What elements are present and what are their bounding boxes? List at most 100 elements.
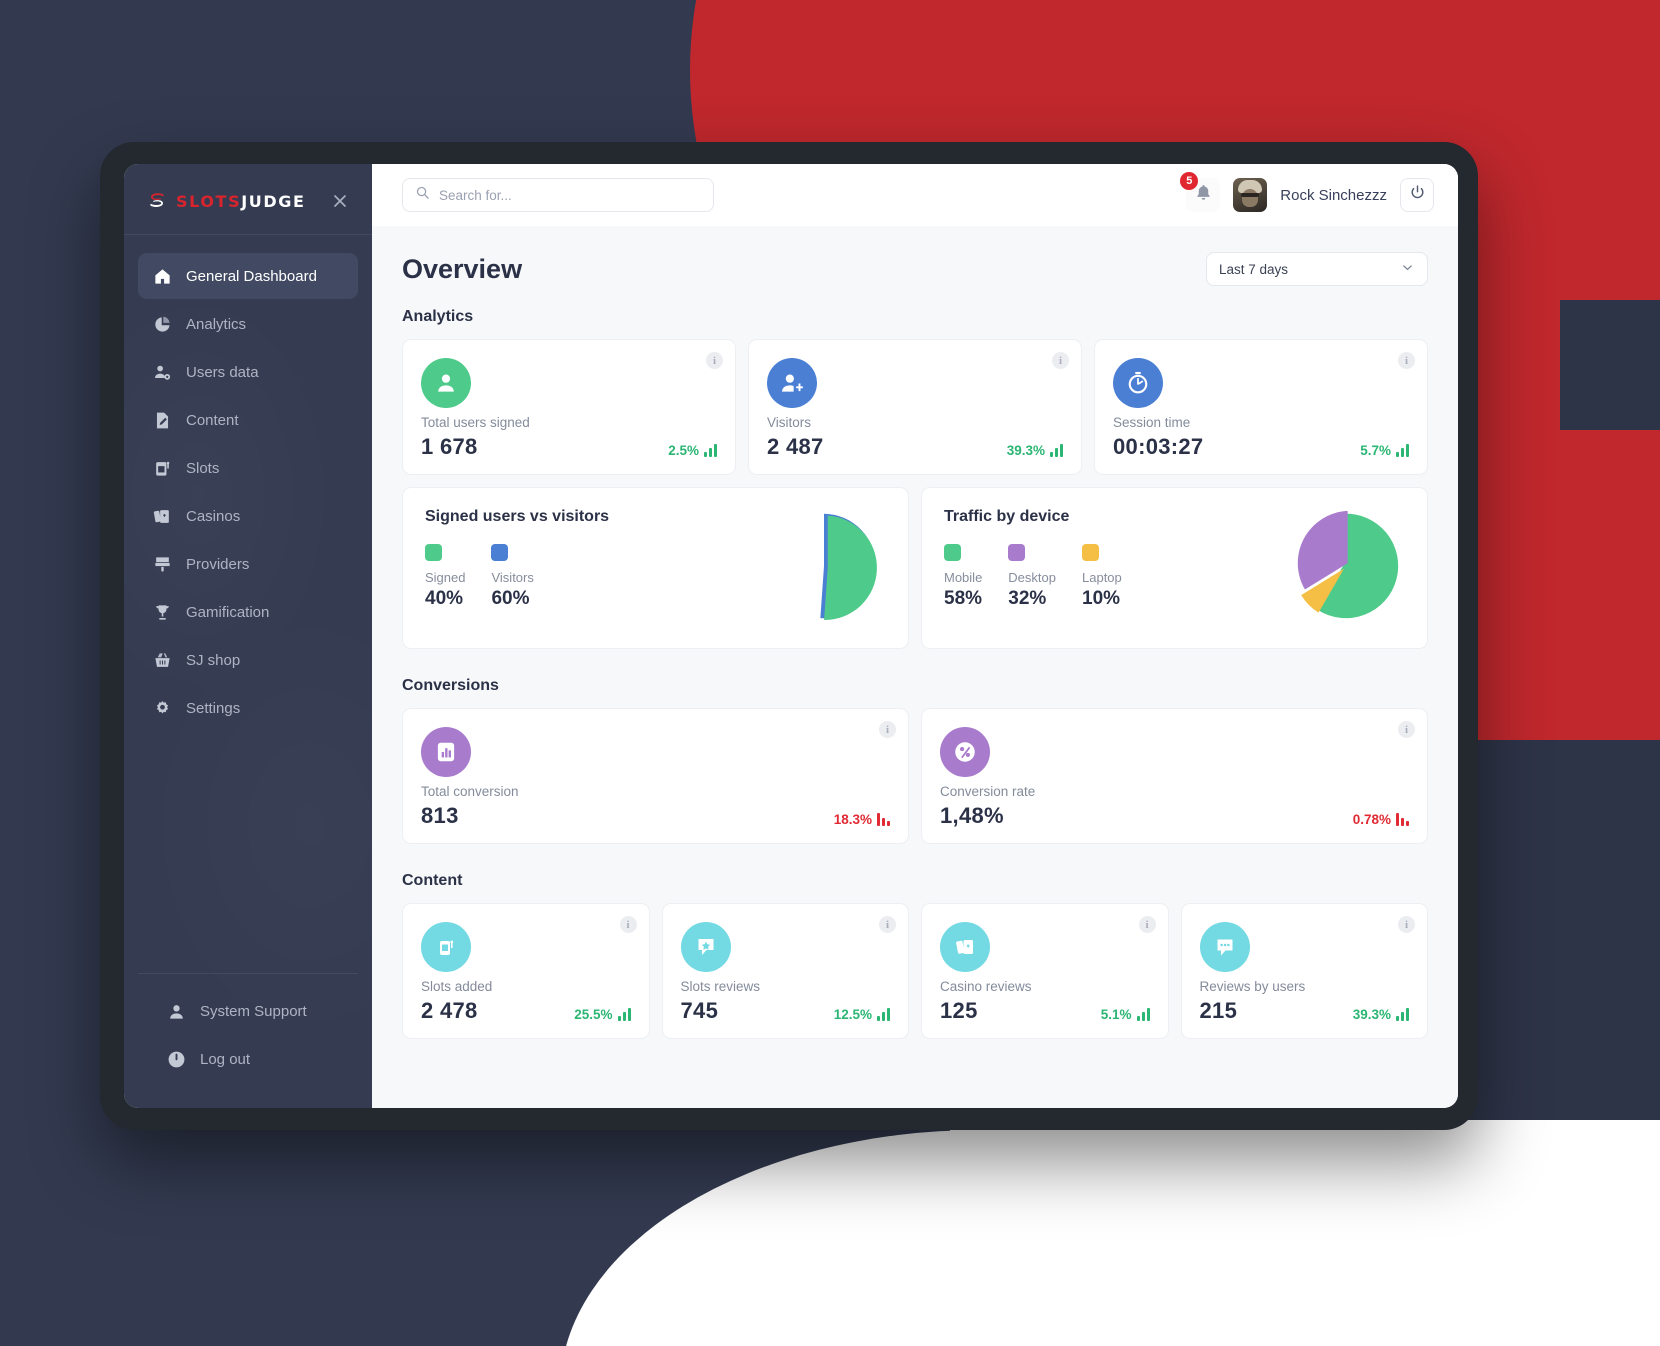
main-area: 5 Rock Sinchezzz [372, 164, 1458, 1108]
stat-card-slots-added[interactable]: i Slots added 2 478 25.5% [402, 903, 650, 1039]
slot-machine-icon [152, 458, 172, 478]
legend-label: Desktop [1008, 570, 1056, 585]
legend-item: Visitors 60% [491, 544, 534, 610]
stat-card-slots-reviews[interactable]: i Slots reviews 745 12.5% [661, 903, 909, 1039]
sidebar-item-label: SJ shop [186, 651, 241, 669]
stat-card-visitors[interactable]: i Visitors 2 487 39.3% [748, 339, 1082, 475]
stat-value: 2 487 [767, 434, 824, 459]
stat-label: Session time [1113, 415, 1191, 430]
stat-label: Total conversion [421, 784, 519, 799]
date-range-select[interactable]: Last 7 days [1206, 252, 1428, 286]
power-icon [1409, 184, 1426, 206]
chart-title: Traffic by device [944, 508, 1070, 525]
info-icon[interactable]: i [879, 721, 896, 738]
sidebar-item-system-support[interactable]: System Support [152, 988, 344, 1034]
stat-bottom: 2 478 25.5% [421, 998, 631, 1024]
pie-chart-signed-vs-visitors [819, 513, 877, 621]
chart-card-signed-users-vs-visitors: Signed users vs visitors Signed 40% Visi… [402, 487, 909, 649]
chart-legend: Signed 40% Visitors 60% [425, 544, 761, 610]
slotsjudge-logo-icon [146, 190, 168, 212]
sidebar-item-users-data[interactable]: Users data [138, 349, 358, 395]
trend-up-icon [877, 1008, 890, 1021]
sidebar-item-casinos[interactable]: Casinos [138, 493, 358, 539]
sidebar-item-label: Casinos [186, 507, 241, 525]
screen: SLOTSJUDGE General Dashboard Analytics U… [124, 164, 1458, 1108]
stopwatch-icon [1113, 358, 1163, 408]
username[interactable]: Rock Sinchezzz [1280, 186, 1387, 204]
paint-brush-icon [152, 554, 172, 574]
bell-icon [1194, 183, 1213, 207]
avatar-glasses [1241, 193, 1260, 197]
stat-delta-value: 0.78% [1352, 812, 1391, 827]
sidebar-item-label: System Support [200, 1002, 307, 1020]
info-icon[interactable]: i [1398, 721, 1415, 738]
sidebar-item-content[interactable]: Content [138, 397, 358, 443]
content-cards-row: i Slots added 2 478 25.5% i [402, 903, 1428, 1039]
trend-up-icon [1136, 1008, 1150, 1021]
stat-card-session-time[interactable]: i Session time 00:03:27 5.7% [1094, 339, 1428, 475]
stat-value: 813 [421, 803, 459, 828]
support-agent-icon [166, 1001, 186, 1021]
sidebar-item-providers[interactable]: Providers [138, 541, 358, 587]
brand-name-part2: JUDGE [241, 191, 306, 211]
page-title: Overview [402, 253, 523, 284]
sidebar-item-sj-shop[interactable]: SJ shop [138, 637, 358, 683]
stat-card-conversion-rate[interactable]: i Conversion rate 1,48% 0.78% [921, 708, 1428, 844]
info-icon[interactable]: i [879, 916, 896, 933]
legend-item: Laptop 10% [1082, 544, 1122, 610]
sidebar-item-general-dashboard[interactable]: General Dashboard [138, 253, 358, 299]
info-icon[interactable]: i [1052, 352, 1069, 369]
stat-label: Casino reviews [940, 979, 1032, 994]
chart-legend-area: Traffic by device Mobile 58% Desktop 32% [944, 508, 1280, 610]
search-icon [415, 185, 430, 205]
stat-card-total-conversion[interactable]: i Total conversion 813 18.3% [402, 708, 909, 844]
stat-delta: 0.78% [1353, 812, 1409, 829]
legend-swatch [944, 544, 961, 561]
stat-value: 745 [680, 998, 719, 1023]
chevron-down-icon [1400, 260, 1415, 278]
trend-up-icon [1396, 444, 1409, 457]
stat-card-total-users-signed[interactable]: i Total users signed 1 678 2.5% [402, 339, 736, 475]
info-icon[interactable]: i [619, 916, 637, 933]
pie-chart-area [761, 508, 886, 622]
brand-logo[interactable]: SLOTSJUDGE [146, 190, 305, 212]
tablet-frame: SLOTSJUDGE General Dashboard Analytics U… [100, 142, 1478, 1130]
trend-up-icon [1396, 1008, 1409, 1021]
avatar[interactable] [1233, 178, 1268, 212]
search-box[interactable] [402, 178, 714, 212]
stat-card-reviews-by-users[interactable]: i Reviews by users 215 39.3% [1180, 903, 1428, 1039]
info-icon[interactable]: i [706, 352, 723, 369]
sidebar-item-gamification[interactable]: Gamification [138, 589, 358, 635]
legend-item: Signed 40% [425, 544, 465, 610]
notifications-button[interactable]: 5 [1180, 172, 1221, 212]
stat-card-casino-reviews[interactable]: i Casino reviews 125 5.1% [921, 903, 1169, 1039]
sidebar-header: SLOTSJUDGE [124, 164, 372, 235]
sidebar-item-slots[interactable]: Slots [138, 445, 358, 491]
info-icon[interactable]: i [1138, 916, 1156, 933]
stat-value: 215 [1199, 998, 1238, 1023]
stat-delta: 2.5% [668, 443, 717, 460]
sidebar-item-label: Settings [186, 699, 241, 717]
percent-icon [940, 727, 990, 777]
search-input[interactable] [439, 187, 701, 203]
close-icon[interactable] [330, 191, 350, 211]
page-header: Overview Last 7 days [402, 252, 1428, 286]
playing-cards-icon [940, 922, 990, 972]
sidebar-item-log-out[interactable]: Log out [152, 1036, 344, 1082]
legend-swatch [1008, 544, 1026, 561]
info-icon[interactable]: i [1398, 352, 1415, 369]
conversions-cards-row: i Total conversion 813 18.3% i [402, 708, 1428, 844]
logout-button[interactable] [1400, 178, 1434, 212]
info-icon[interactable]: i [1398, 916, 1415, 933]
sidebar-item-label: Users data [186, 363, 259, 381]
analytics-cards-row: i Total users signed 1 678 2.5% i [402, 339, 1428, 475]
sidebar-spacer [124, 733, 372, 973]
trend-up-icon [1050, 444, 1063, 457]
sidebar-item-settings[interactable]: Settings [138, 685, 358, 731]
stat-delta: 5.1% [1101, 1007, 1150, 1024]
sidebar-item-analytics[interactable]: Analytics [138, 301, 358, 347]
stat-label: Visitors [767, 415, 812, 430]
legend-label: Mobile [944, 570, 983, 585]
trend-up-icon [704, 444, 717, 457]
sidebar-footer: System Support Log out [138, 973, 358, 1108]
